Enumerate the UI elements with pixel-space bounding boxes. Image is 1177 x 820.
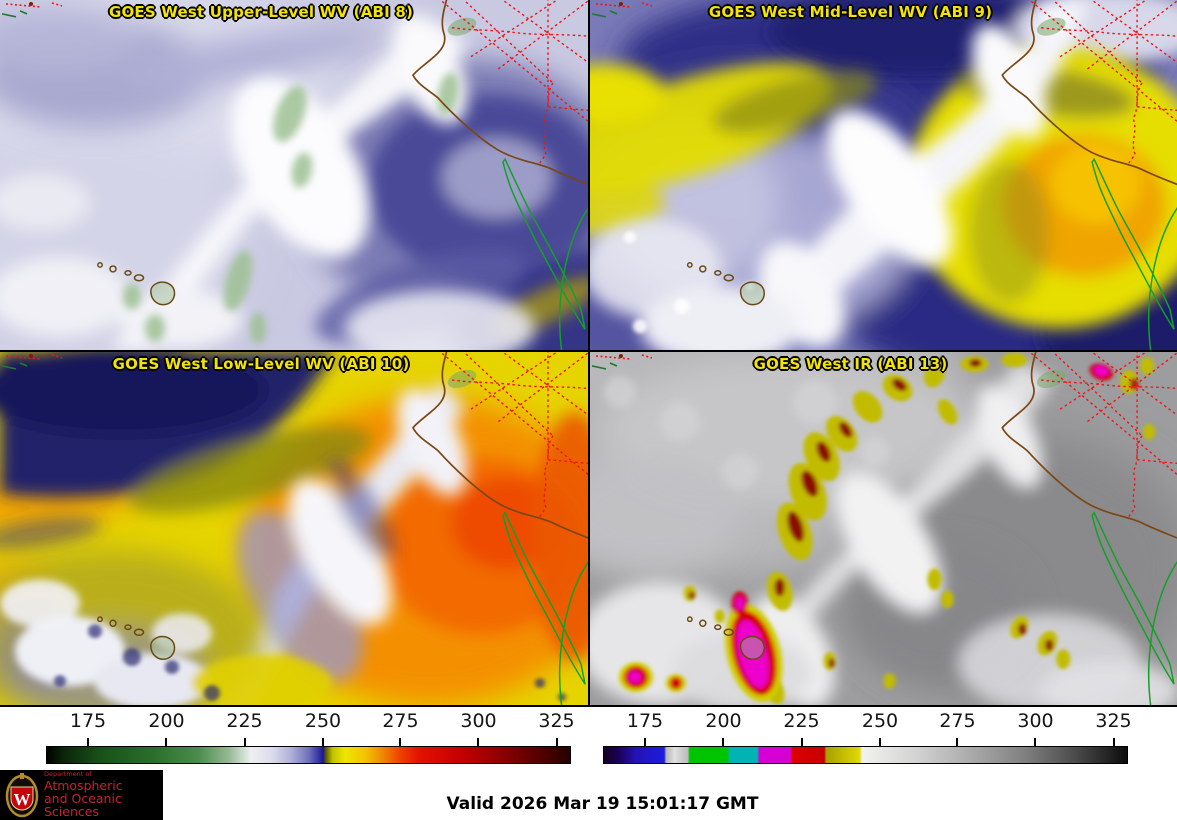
wv-tick-mark <box>321 738 324 746</box>
ir-tick-label: 325 <box>1095 710 1132 732</box>
logo-name-line2: and Oceanic Sciences <box>44 791 122 820</box>
satellite-image-abi10 <box>0 352 588 705</box>
logo-dept-line: Department of <box>44 770 92 779</box>
panel-title-abi8: GOES West Upper-Level WV (ABI 8) <box>108 3 414 21</box>
ir-tick-label: 175 <box>626 710 664 732</box>
ir-tick-mark <box>1112 738 1115 746</box>
satellite-image-abi13 <box>590 352 1177 705</box>
ir-tick-mark <box>644 738 646 746</box>
ir-tick-label: 200 <box>705 710 742 732</box>
wv-tick-mark <box>399 738 402 746</box>
wv-tick-label: 300 <box>460 710 497 732</box>
wv-tick-label: 250 <box>304 710 342 732</box>
wv-colorbar-gradient <box>46 746 571 764</box>
satellite-image-abi8 <box>0 0 588 350</box>
panel-abi13: GOES West IR (ABI 13) <box>590 352 1177 705</box>
wv-tick-label: 225 <box>226 710 263 732</box>
ir-tick-label: 300 <box>1017 710 1054 732</box>
ir-tick-mark <box>722 738 725 746</box>
colorbar-ir: 175 200 225 250 275 300 325 <box>603 707 1132 770</box>
panel-title-abi10: GOES West Low-Level WV (ABI 10) <box>112 355 410 373</box>
wv-tick-mark <box>243 738 246 746</box>
ir-tick-mark <box>956 738 959 746</box>
ir-tick-label: 275 <box>939 710 976 732</box>
wv-tick-mark <box>87 738 89 746</box>
panel-title-abi13: GOES West IR (ABI 13) <box>753 355 948 373</box>
colorbar-wv: 175 200 225 250 275 300 325 <box>46 707 575 770</box>
logo-text: Department of Atmospheric and Oceanic Sc… <box>44 770 163 820</box>
satellite-image-abi9 <box>590 0 1177 350</box>
ir-tick-mark <box>800 738 803 746</box>
ir-tick-mark <box>1034 738 1037 746</box>
ir-tick-label: 250 <box>861 710 899 732</box>
ir-tick-label: 225 <box>783 710 820 732</box>
panel-abi8: GOES West Upper-Level WV (ABI 8) <box>0 0 588 350</box>
quad-panel-grid: GOES West Upper-Level WV (ABI 8) <box>0 0 1177 707</box>
uw-crest-icon: W <box>5 773 39 818</box>
wv-tick-mark <box>555 738 558 746</box>
wv-tick-label: 325 <box>538 710 575 732</box>
wv-tick-label: 275 <box>382 710 419 732</box>
panel-title-abi9: GOES West Mid-Level WV (ABI 9) <box>708 3 993 21</box>
ir-colorbar-gradient <box>603 746 1128 764</box>
logo-name-line1: Atmospheric <box>44 778 123 794</box>
uw-aos-logo: W Department of Atmospheric and Oceanic … <box>0 770 163 820</box>
wv-tick-mark <box>165 738 168 746</box>
wv-tick-mark <box>477 738 480 746</box>
wv-tick-label: 175 <box>69 710 107 732</box>
ir-tick-mark <box>878 738 881 746</box>
panel-abi10: GOES West Low-Level WV (ABI 10) <box>0 352 588 705</box>
wv-tick-label: 200 <box>148 710 185 732</box>
panel-abi9: GOES West Mid-Level WV (ABI 9) <box>590 0 1177 350</box>
valid-timestamp: Valid 2026 Mar 19 15:01:17 GMT <box>446 794 759 814</box>
footer: W Department of Atmospheric and Oceanic … <box>0 770 1177 820</box>
colorbar-section: 175 200 225 250 275 300 325 175 200 225 … <box>0 707 1177 770</box>
svg-text:W: W <box>14 790 31 809</box>
